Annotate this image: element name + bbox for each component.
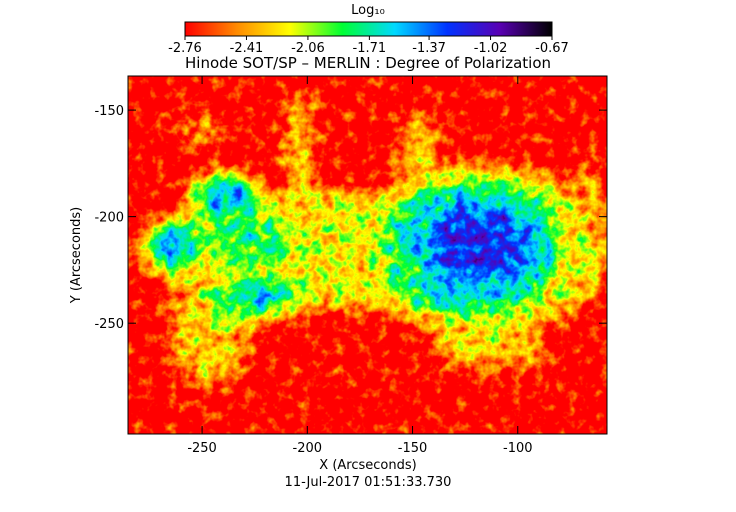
x-axis-label: X (Arcseconds)	[319, 458, 416, 473]
y-tick-label: -200	[94, 211, 124, 226]
y-tick-label: -150	[94, 104, 124, 119]
x-tick-label: -200	[293, 441, 323, 456]
colorbar-tick-label: -1.37	[412, 41, 446, 56]
colorbar-tick-label: -1.71	[353, 41, 387, 56]
colorbar-label: Log₁₀	[351, 3, 385, 18]
colorbar-tick-label: -2.06	[291, 41, 325, 56]
colorbar	[184, 21, 553, 37]
date-label: 11-Jul-2017 01:51:33.730	[285, 475, 452, 490]
x-tick-label: -100	[503, 441, 533, 456]
chart-title: Hinode SOT/SP – MERLIN : Degree of Polar…	[185, 54, 551, 72]
y-tick-label: -250	[94, 317, 124, 332]
plot-frame	[127, 75, 608, 435]
y-axis-label: Y (Arcseconds)	[69, 207, 84, 304]
x-tick-label: -150	[398, 441, 428, 456]
colorbar-tick-label: -1.02	[474, 41, 508, 56]
solar-image	[128, 76, 607, 434]
x-tick-label: -250	[187, 441, 217, 456]
colorbar-tick-label: -0.67	[535, 41, 569, 56]
colorbar-tick-label: -2.41	[230, 41, 264, 56]
colorbar-tick-label: -2.76	[168, 41, 202, 56]
